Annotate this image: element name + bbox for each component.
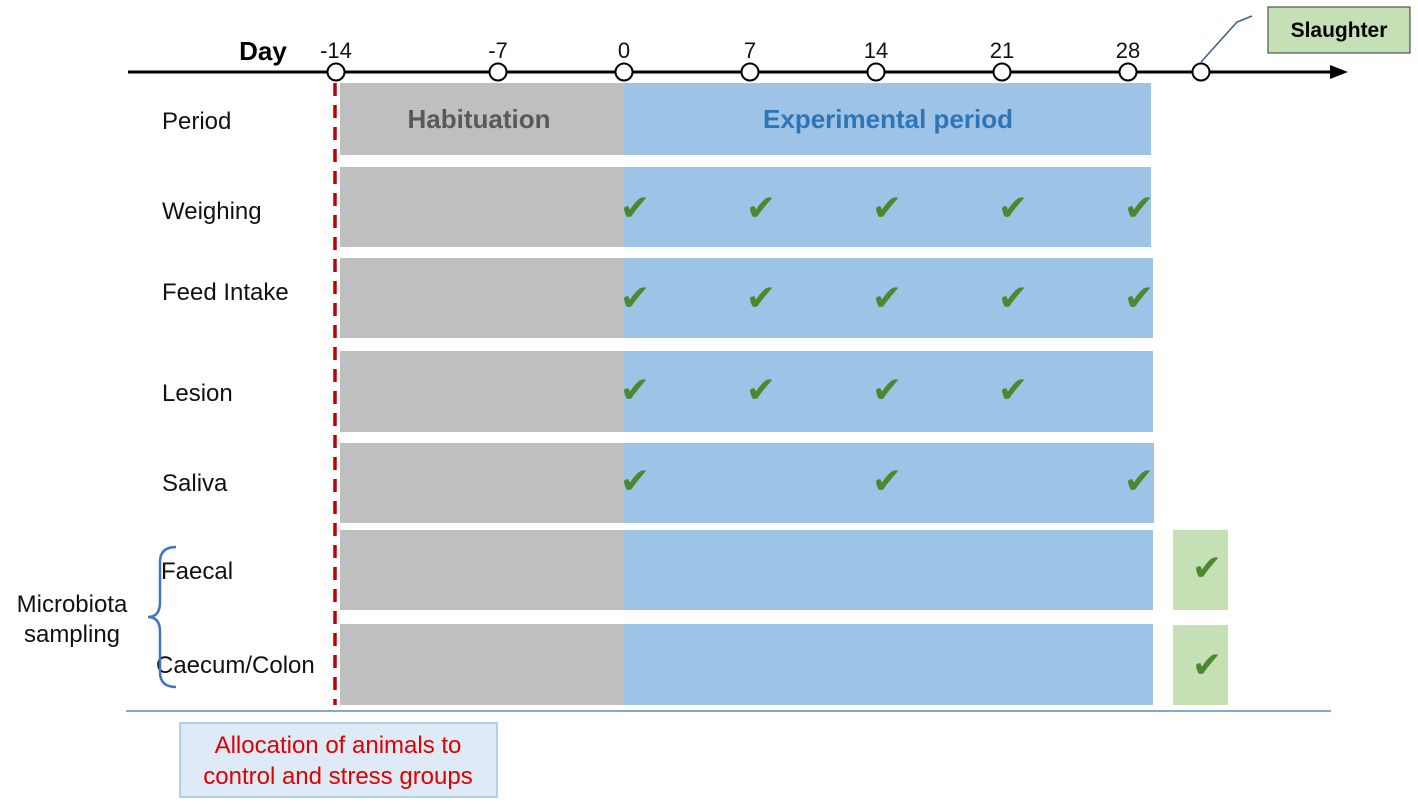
habituation-bar-caecum — [340, 624, 624, 705]
check-icon: ✔ — [620, 188, 650, 229]
experimental-bar-saliva — [624, 443, 1154, 523]
check-icon: ✔ — [1124, 278, 1154, 319]
timeline-arrowhead — [1330, 65, 1348, 79]
habituation-bar-lesion — [340, 351, 624, 432]
habituation-bar-faecal — [340, 530, 624, 610]
habituation-bar-weighing — [340, 167, 624, 247]
tick-marker-day-14 — [866, 62, 886, 82]
experimental-bar-faecal — [624, 530, 1153, 610]
check-icon: ✔ — [1192, 645, 1222, 686]
check-icon: ✔ — [746, 278, 776, 319]
row-label-caecum-colon: Caecum/Colon — [156, 652, 315, 679]
habituation-label: Habituation — [408, 104, 551, 134]
tick-marker-day-21 — [992, 62, 1012, 82]
check-icon: ✔ — [998, 188, 1028, 229]
experimental-bar-lesion — [624, 351, 1153, 432]
axis-label-day: Day — [239, 36, 287, 66]
row-label-period: Period — [162, 108, 231, 135]
allocation-note-line2: control and stress groups — [203, 763, 472, 790]
check-icon: ✔ — [998, 370, 1028, 411]
tick-marker-day-7 — [740, 62, 760, 82]
habituation-bar-saliva — [340, 443, 624, 523]
tick-label-day-0: 0 — [618, 38, 630, 63]
check-icon: ✔ — [620, 278, 650, 319]
tick-marker-day-0 — [614, 62, 634, 82]
slaughter-tick-marker — [1191, 62, 1211, 82]
experimental-bar-period — [624, 83, 1151, 155]
check-icon: ✔ — [746, 188, 776, 229]
allocation-note-box — [179, 722, 498, 798]
experimental-bar-feed — [624, 258, 1153, 338]
check-icon: ✔ — [872, 188, 902, 229]
tick-label-day-21: 21 — [990, 38, 1014, 63]
check-icon: ✔ — [1192, 548, 1222, 589]
row-label-feed-intake: Feed Intake — [162, 279, 289, 306]
tick-label-day-7: 7 — [744, 38, 756, 63]
check-icon: ✔ — [872, 461, 902, 502]
tick-label-day--14: -14 — [320, 38, 352, 63]
period-bars — [340, 83, 1154, 705]
check-icon: ✔ — [872, 278, 902, 319]
microbiota-label-line1: Microbiota — [17, 591, 128, 618]
allocation-note-line1: Allocation of animals to — [215, 732, 462, 759]
slaughter-callout-line — [1200, 15, 1253, 63]
slaughter-sample-box-caecum — [1173, 625, 1228, 705]
slaughter-label: Slaughter — [1291, 19, 1388, 42]
slaughter-sample-box-faecal — [1173, 530, 1228, 610]
experimental-period-label: Experimental period — [763, 104, 1013, 134]
microbiota-brace — [147, 545, 177, 689]
checkmarks: ✔ ✔ ✔ ✔ ✔ ✔ ✔ ✔ ✔ ✔ ✔ ✔ ✔ ✔ ✔ ✔ ✔ ✔ ✔ — [620, 188, 1222, 686]
row-label-saliva: Saliva — [162, 470, 228, 497]
tick-label-day-14: 14 — [864, 38, 888, 63]
timeline-ticks: -14 -7 0 7 14 21 28 — [320, 38, 1140, 82]
habituation-bar-period — [340, 83, 624, 155]
experimental-bar-caecum — [624, 624, 1153, 705]
tick-marker-day--7 — [488, 62, 508, 82]
check-icon: ✔ — [872, 370, 902, 411]
check-icon: ✔ — [620, 370, 650, 411]
check-icon: ✔ — [1124, 188, 1154, 229]
check-icon: ✔ — [998, 278, 1028, 319]
slaughter-callout-box — [1267, 6, 1411, 54]
tick-label-day-28: 28 — [1116, 38, 1140, 63]
row-label-faecal: Faecal — [161, 558, 233, 585]
check-icon: ✔ — [746, 370, 776, 411]
tick-marker-day-28 — [1118, 62, 1138, 82]
check-icon: ✔ — [1124, 461, 1154, 502]
check-icon: ✔ — [620, 461, 650, 502]
row-label-weighing: Weighing — [162, 198, 262, 225]
tick-label-day--7: -7 — [488, 38, 508, 63]
row-label-lesion: Lesion — [162, 380, 233, 407]
microbiota-label-line2: sampling — [24, 621, 120, 648]
experimental-bar-weighing — [624, 167, 1151, 247]
tick-marker-day--14 — [326, 62, 346, 82]
habituation-bar-feed — [340, 258, 624, 338]
